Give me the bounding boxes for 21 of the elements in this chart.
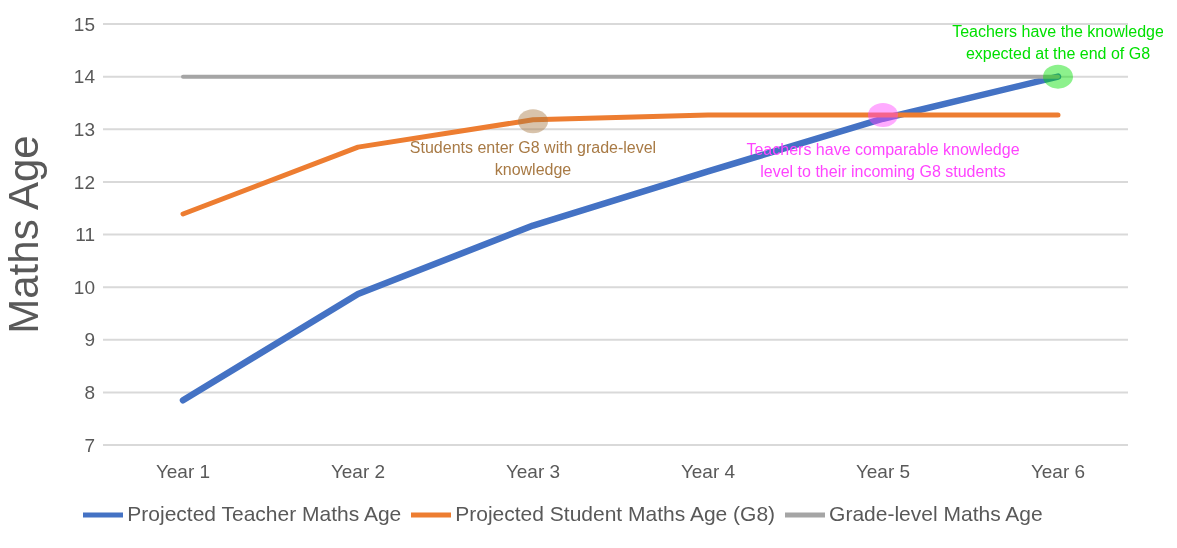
legend-label: Projected Student Maths Age (G8) [455, 501, 776, 525]
x-tick-label: Year 4 [680, 461, 736, 483]
y-tick-label: 10 [73, 276, 95, 298]
x-tick-label: Year 1 [155, 461, 211, 483]
y-tick-label: 9 [84, 329, 95, 351]
y-tick-label: 7 [84, 434, 95, 456]
y-axis-title: Maths Age [0, 135, 47, 334]
x-tick-label: Year 6 [1030, 461, 1086, 483]
annotation: Students enter G8 with grade-level knowledge [409, 139, 657, 179]
y-tick-label: 11 [75, 224, 95, 246]
y-tick-label: 15 [73, 13, 95, 35]
legend-label: Projected Teacher Maths Age [127, 501, 402, 525]
legend-label: Grade-level Maths Age [829, 501, 1043, 525]
x-tick-label: Year 3 [505, 461, 561, 483]
y-tick-label: 8 [84, 382, 95, 404]
y-tick-label: 12 [73, 171, 95, 193]
y-tick-label: 13 [73, 119, 95, 140]
annotation: Teachers have the knowledge expected at the end of G8 [952, 22, 1164, 62]
y-tick-label: 14 [73, 66, 96, 88]
x-tick-label: Year 2 [330, 461, 386, 483]
x-tick-label: Year 5 [855, 461, 911, 483]
